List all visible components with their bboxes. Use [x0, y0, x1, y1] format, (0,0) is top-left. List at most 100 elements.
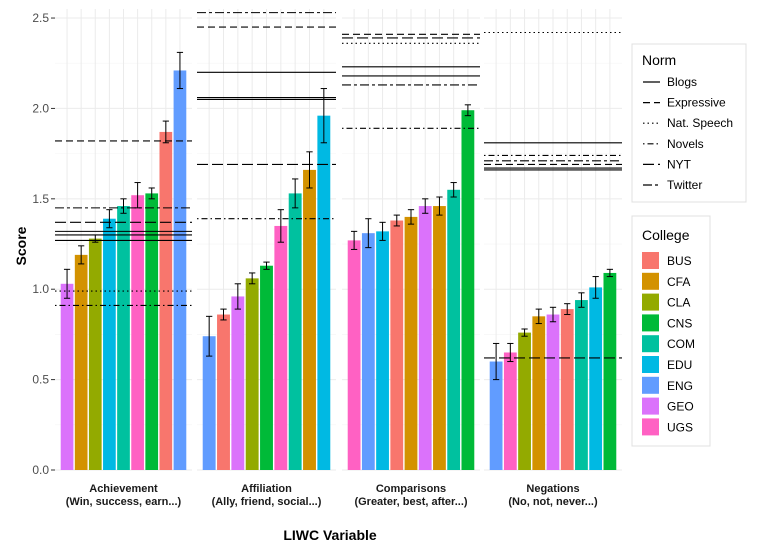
- error-bar: [176, 51, 184, 90]
- y-axis: 0.0 0.5 1.0 1.5 2.0 2.5: [32, 11, 55, 477]
- y-tick-label: 2.5: [32, 11, 49, 25]
- error-bar: [350, 230, 358, 250]
- college-legend-item: GEO: [642, 397, 694, 415]
- norm-legend-label: Blogs: [667, 75, 697, 89]
- facet-comparisons: Comparisons(Greater, best, after...): [342, 9, 480, 508]
- bar-cfa: [303, 169, 316, 470]
- college-legend-item: ENG: [642, 376, 693, 394]
- norm-legend-item: Twitter: [643, 178, 702, 192]
- college-legend-item: BUS: [642, 252, 692, 269]
- facet-label: Negations: [526, 483, 579, 495]
- error-bar: [206, 315, 213, 357]
- bar-com: [117, 206, 130, 470]
- error-bar: [306, 151, 313, 189]
- facet-affiliation: Affiliation(Ally, friend, social...): [197, 9, 336, 508]
- college-legend-swatch: [642, 293, 659, 311]
- error-bar: [521, 328, 528, 337]
- facet-sublabel: (Greater, best, after...): [354, 496, 467, 508]
- college-legend-item: CLA: [642, 293, 690, 311]
- facet-sublabel: (No, not, never...): [508, 496, 598, 508]
- error-bar: [564, 303, 571, 316]
- error-bar: [134, 182, 141, 209]
- facet-label: Comparisons: [376, 483, 446, 495]
- college-legend-label: ENG: [667, 379, 693, 393]
- facet-sublabel: (Win, success, earn...): [66, 496, 182, 508]
- error-bar: [249, 272, 256, 285]
- error-bar: [379, 221, 386, 241]
- norm-legend-item: NYT: [643, 157, 692, 171]
- error-bar: [365, 218, 372, 249]
- college-legend-label: CFA: [667, 275, 690, 289]
- error-bar: [606, 268, 614, 278]
- bar-com: [575, 300, 588, 470]
- error-bar: [277, 209, 284, 243]
- bar-cns: [145, 193, 159, 470]
- error-bar: [507, 342, 514, 363]
- college-legend-item: UGS: [642, 418, 693, 436]
- college-legend-swatch: [642, 335, 659, 353]
- college-legend-label: EDU: [667, 358, 692, 372]
- error-bar: [407, 209, 415, 225]
- bar-ugs: [503, 352, 517, 470]
- college-legend-swatch: [642, 418, 659, 436]
- bar-geo: [546, 314, 560, 470]
- error-bar: [464, 104, 472, 117]
- error-bar: [320, 88, 327, 144]
- y-tick-label: 0.5: [32, 373, 49, 387]
- bar-cns: [260, 265, 273, 470]
- error-bar: [393, 214, 400, 227]
- norm-legend-label: Novels: [667, 137, 704, 151]
- error-bar: [220, 308, 227, 321]
- error-bar: [148, 187, 155, 200]
- college-legend-title: College: [642, 227, 690, 243]
- college-legend-swatch: [642, 252, 659, 269]
- norm-legend-item: Blogs: [643, 75, 697, 89]
- college-legend-swatch: [642, 376, 659, 394]
- norm-legend-label: Expressive: [667, 96, 726, 110]
- bar-cfa: [532, 316, 546, 470]
- college-legend-swatch: [642, 397, 659, 415]
- facet-sublabel: (Ally, friend, social...): [212, 496, 322, 508]
- college-legend: College BUS CFA CLA CNS COM EDU ENG GEO UGS: [631, 215, 711, 447]
- bar-bus: [217, 314, 230, 470]
- error-bar: [549, 306, 557, 323]
- x-axis-title: LIWC Variable: [283, 527, 377, 543]
- error-bar: [492, 342, 500, 381]
- bar-cfa: [74, 254, 88, 470]
- college-legend-swatch: [642, 356, 659, 373]
- norm-legend-box: [631, 43, 747, 203]
- bar-com: [447, 189, 461, 471]
- college-legend-swatch: [642, 314, 659, 332]
- facet-achievement: Achievement(Win, success, earn...): [55, 9, 192, 508]
- error-bar: [234, 283, 241, 310]
- bar-geo: [60, 283, 74, 470]
- error-bar: [63, 268, 71, 299]
- bar-bus: [390, 220, 404, 470]
- bar-edu: [317, 115, 331, 470]
- college-legend-item: COM: [642, 335, 695, 353]
- bar-cla: [245, 278, 259, 470]
- error-bar: [535, 308, 542, 325]
- bar-bus: [159, 131, 173, 470]
- bar-eng: [173, 70, 187, 470]
- norm-legend: Norm Blogs Expressive Nat. Speech Novels NYT…: [631, 43, 747, 203]
- y-tick-label: 0.0: [32, 463, 49, 477]
- bar-cfa: [433, 206, 446, 470]
- college-legend-label: GEO: [667, 400, 694, 414]
- error-bar: [292, 178, 299, 209]
- bar-edu: [589, 287, 603, 470]
- college-legend-item: EDU: [642, 356, 692, 373]
- error-bar: [422, 198, 429, 214]
- norm-legend-label: Nat. Speech: [667, 116, 733, 130]
- college-legend-item: CNS: [642, 314, 692, 332]
- error-bar: [578, 292, 585, 308]
- error-bar: [263, 261, 270, 270]
- facet-label: Affiliation: [241, 483, 292, 495]
- bar-cns: [461, 110, 475, 471]
- bar-bus: [560, 309, 574, 470]
- error-bar: [436, 196, 443, 216]
- college-legend-swatch: [642, 272, 659, 290]
- error-bar: [120, 198, 127, 214]
- error-bar: [78, 245, 85, 265]
